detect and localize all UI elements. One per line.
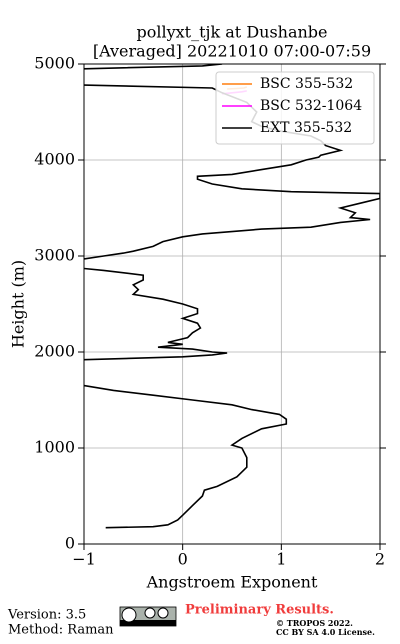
y-tick-label: 4000 [34, 150, 75, 169]
x-tick-label: 1 [276, 550, 286, 569]
y-axis-label: Height (m) [9, 260, 28, 348]
preliminary-note: Preliminary Results. [185, 603, 334, 618]
legend-box [215, 71, 375, 145]
x-tick-label: 0 [178, 550, 188, 569]
license: CC BY SA 4.0 License. [276, 627, 375, 637]
legend: BSC 355-532 BSC 532-1064 EXT 355-532 [215, 71, 375, 145]
y-tick-label: 3000 [34, 246, 75, 265]
x-axis-label: Angstroem Exponent [146, 573, 318, 592]
x-tick-label: −1 [72, 550, 96, 569]
method: Method: Raman [8, 623, 114, 638]
legend-label: BSC 355-532 [260, 76, 353, 92]
chart-title: [Averaged] 20221010 07:00-07:59 [93, 42, 371, 61]
cc-icon [119, 606, 177, 627]
chart-title: pollyxt_tjk at Dushanbe [136, 23, 327, 42]
version: Version: 3.5 [7, 608, 86, 623]
y-tick-label: 2000 [34, 342, 75, 361]
y-tick-label: 0 [65, 534, 75, 553]
copyright: © TROPOS 2022. [276, 618, 353, 628]
plot-frame [83, 63, 381, 545]
y-tick-label: 1000 [34, 438, 75, 457]
x-tick-label: 2 [375, 550, 385, 569]
legend-label: EXT 355-532 [260, 120, 352, 136]
legend-label: BSC 532-1064 [260, 98, 362, 114]
y-tick-label: 5000 [34, 54, 75, 73]
series-line [84, 64, 380, 529]
